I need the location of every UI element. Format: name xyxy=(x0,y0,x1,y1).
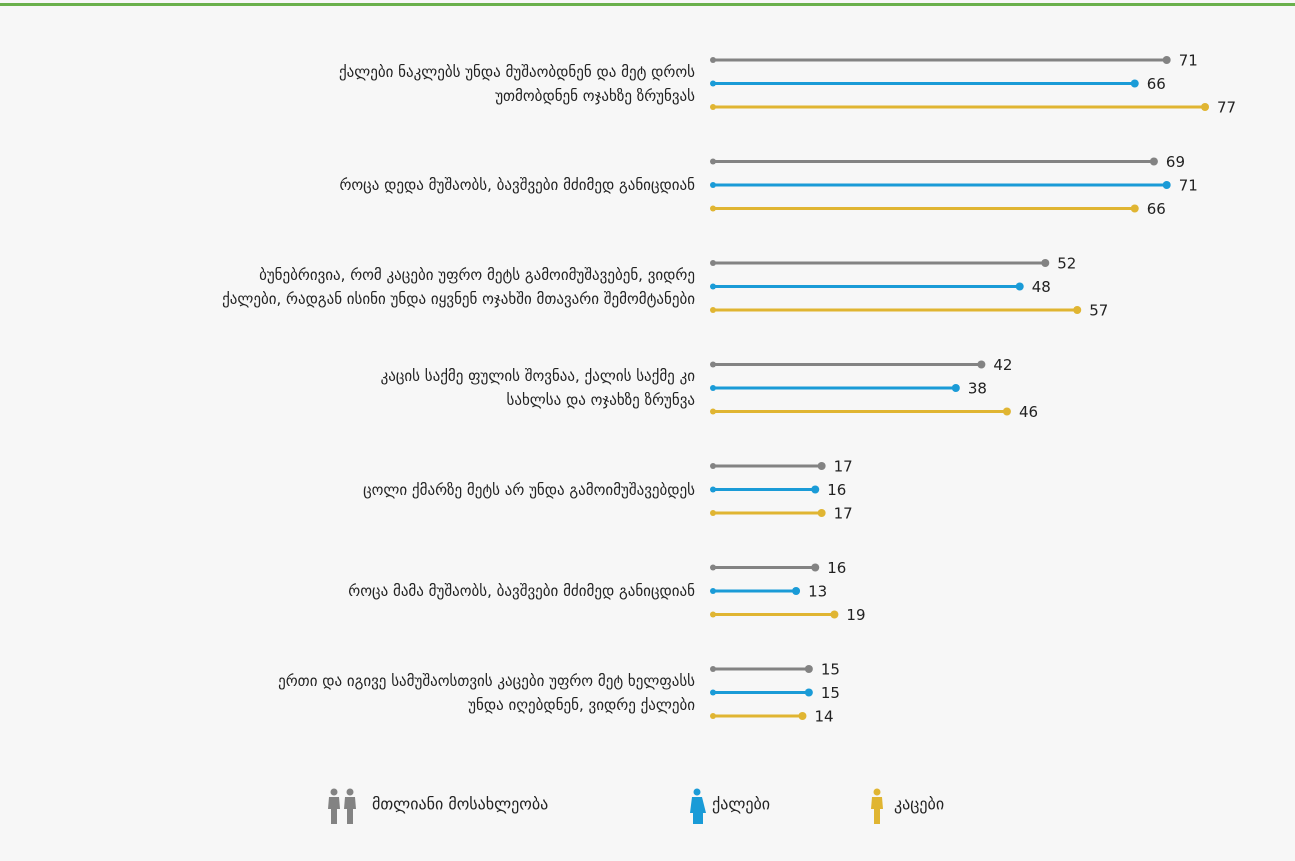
value-label: 19 xyxy=(846,606,865,624)
value-label: 42 xyxy=(993,356,1012,374)
value-label: 52 xyxy=(1057,255,1076,273)
legend-label: ქალები xyxy=(712,794,771,814)
start-dot xyxy=(710,666,716,672)
end-dot xyxy=(811,485,820,494)
start-dot xyxy=(710,307,716,313)
category-label: კაცის საქმე ფულის შოვნაა, ქალის საქმე კი… xyxy=(380,367,695,409)
start-dot xyxy=(710,361,716,368)
value-label: 69 xyxy=(1166,153,1185,171)
value-label: 66 xyxy=(1147,75,1166,93)
value-label: 15 xyxy=(821,661,840,679)
value-label: 16 xyxy=(827,481,846,499)
category-label: ქალები ნაკლებს უნდა მუშაობდნენ და მეტ დრ… xyxy=(338,62,695,105)
value-label: 57 xyxy=(1089,302,1108,320)
value-label: 71 xyxy=(1179,177,1198,195)
legend-icon-total xyxy=(328,788,356,824)
start-dot xyxy=(710,182,716,188)
start-dot xyxy=(710,408,716,415)
end-dot xyxy=(1201,103,1210,111)
end-dot xyxy=(1149,157,1158,166)
end-dot xyxy=(1162,56,1171,64)
start-dot xyxy=(710,57,716,63)
end-dot xyxy=(804,665,813,673)
category-label: ბუნებრივია, რომ კაცები უფრო მეტს გამოიმუ… xyxy=(222,265,695,308)
end-dot xyxy=(1015,282,1024,291)
start-dot xyxy=(710,713,716,719)
category-label: როცა მამა მუშაობს, ბავშვები მძიმედ განიც… xyxy=(348,582,695,600)
top-rule xyxy=(0,3,1295,6)
category-label: როცა დედა მუშაობს, ბავშვები მძიმედ განიც… xyxy=(339,176,695,194)
end-dot xyxy=(817,509,826,517)
end-dot xyxy=(1130,79,1139,88)
value-label: 16 xyxy=(827,559,846,577)
value-label: 15 xyxy=(821,684,840,702)
legend-label: კაცები xyxy=(894,794,945,814)
value-label: 48 xyxy=(1032,278,1051,296)
end-dot xyxy=(951,384,960,392)
start-dot xyxy=(710,158,716,165)
start-dot xyxy=(710,588,716,594)
end-dot xyxy=(817,462,826,470)
start-dot xyxy=(710,463,716,469)
value-label: 71 xyxy=(1179,52,1198,70)
value-label: 38 xyxy=(968,380,987,398)
end-dot xyxy=(1130,204,1139,213)
value-label: 13 xyxy=(808,583,827,601)
start-dot xyxy=(710,689,716,696)
end-dot xyxy=(804,688,813,697)
end-dot xyxy=(1162,181,1171,189)
start-dot xyxy=(710,260,716,266)
start-dot xyxy=(710,104,716,110)
category-label: ცოლი ქმარზე მეტს არ უნდა გამოიმუშავებდეს xyxy=(363,480,695,499)
start-dot xyxy=(710,486,716,493)
value-label: 17 xyxy=(834,505,853,523)
start-dot xyxy=(710,205,716,212)
value-label: 46 xyxy=(1019,403,1038,421)
end-dot xyxy=(798,712,807,720)
start-dot xyxy=(710,510,716,516)
legend-icon-women xyxy=(690,788,706,824)
end-dot xyxy=(1041,259,1050,267)
value-label: 17 xyxy=(834,458,853,476)
category-label: ერთი და იგივე სამუშაოსთვის კაცები უფრო მ… xyxy=(278,671,695,714)
start-dot xyxy=(710,564,716,571)
end-dot xyxy=(1002,407,1011,416)
start-dot xyxy=(710,80,716,87)
value-label: 77 xyxy=(1217,99,1236,117)
end-dot xyxy=(811,563,820,572)
value-label: 66 xyxy=(1147,200,1166,218)
value-label: 14 xyxy=(814,708,833,726)
end-dot xyxy=(830,610,839,619)
legend-label: მთლიანი მოსახლეობა xyxy=(372,794,549,814)
legend-icon-men xyxy=(871,788,883,824)
start-dot xyxy=(710,611,716,618)
start-dot xyxy=(710,385,716,391)
start-dot xyxy=(710,283,716,290)
end-dot xyxy=(792,587,801,595)
end-dot xyxy=(977,360,986,369)
end-dot xyxy=(1073,306,1082,314)
